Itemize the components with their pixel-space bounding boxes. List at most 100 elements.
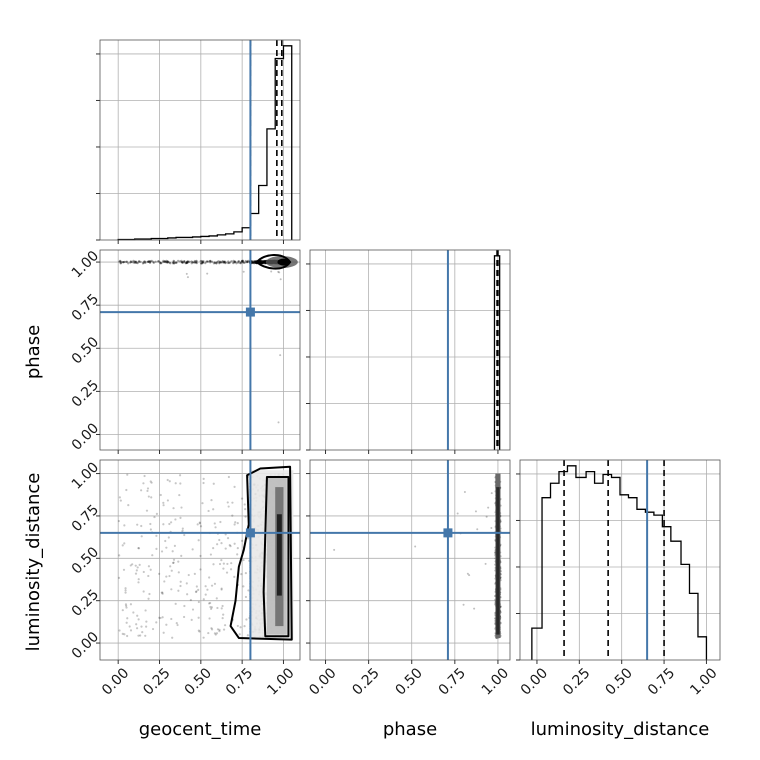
sample-point bbox=[260, 262, 263, 265]
sample-point bbox=[218, 260, 222, 263]
sample-point bbox=[125, 606, 128, 609]
sample-point bbox=[195, 259, 198, 262]
sample-point bbox=[244, 259, 247, 263]
x-tick-label: 0.75 bbox=[645, 665, 678, 698]
sample-point bbox=[233, 485, 236, 488]
sample-point bbox=[254, 260, 257, 263]
sample-point bbox=[215, 262, 218, 265]
sample-point bbox=[123, 260, 126, 263]
sample-point bbox=[199, 262, 203, 265]
sample-point bbox=[263, 259, 266, 263]
sample-point bbox=[190, 260, 193, 263]
sample-point bbox=[263, 262, 266, 265]
sample-point bbox=[222, 562, 225, 565]
sample-point bbox=[161, 616, 164, 619]
sample-point bbox=[242, 558, 245, 562]
sample-point bbox=[197, 539, 200, 542]
sample-point bbox=[223, 260, 226, 263]
sample-point bbox=[137, 547, 141, 550]
sample-point bbox=[210, 606, 214, 609]
sample-point bbox=[162, 259, 165, 262]
sample-point bbox=[182, 261, 186, 264]
sample-point bbox=[216, 628, 220, 631]
density-contour bbox=[229, 465, 293, 641]
sample-point bbox=[145, 509, 149, 512]
sample-point bbox=[181, 261, 184, 264]
sample-point bbox=[178, 493, 181, 497]
sample-point bbox=[127, 262, 130, 265]
sample-point bbox=[126, 634, 129, 638]
sample-point bbox=[210, 628, 214, 631]
sample-point bbox=[220, 542, 223, 545]
sample-point bbox=[262, 262, 265, 265]
sample-point bbox=[233, 542, 236, 545]
sample-point bbox=[262, 260, 266, 263]
sample-point bbox=[142, 261, 145, 264]
sample-point bbox=[260, 260, 263, 263]
sample-point bbox=[157, 260, 160, 263]
sample-point bbox=[228, 261, 232, 264]
sample-point bbox=[199, 568, 202, 571]
sample-point bbox=[149, 568, 152, 571]
sample-point bbox=[201, 260, 204, 264]
histogram-luminosity_distance bbox=[531, 465, 708, 660]
sample-point bbox=[142, 482, 145, 485]
sample-point bbox=[243, 503, 246, 506]
sample-point bbox=[199, 259, 202, 263]
panel-frame bbox=[309, 459, 511, 661]
sample-point bbox=[149, 260, 152, 263]
sample-point bbox=[162, 260, 165, 264]
sample-point bbox=[251, 261, 255, 264]
sample-point bbox=[259, 261, 262, 264]
sample-point bbox=[220, 607, 223, 610]
y-tick-label: 0.75 bbox=[69, 502, 102, 535]
density-contour bbox=[262, 475, 290, 638]
sample-point bbox=[159, 262, 162, 265]
sample-point bbox=[221, 617, 224, 620]
sample-point bbox=[242, 270, 245, 273]
sample-point bbox=[192, 261, 195, 264]
sample-point bbox=[179, 516, 182, 520]
sample-point bbox=[193, 259, 196, 263]
sample-point bbox=[160, 262, 163, 265]
sample-point bbox=[263, 261, 266, 264]
sample-point bbox=[146, 260, 150, 263]
sample-point bbox=[260, 261, 263, 264]
sample-point bbox=[178, 260, 182, 263]
sample-point bbox=[171, 550, 174, 553]
sample-point bbox=[174, 482, 177, 485]
sample-point bbox=[168, 480, 171, 483]
sample-point bbox=[490, 527, 493, 530]
sample-point bbox=[176, 623, 179, 627]
sample-point bbox=[233, 523, 236, 526]
sample-point bbox=[170, 617, 173, 621]
sample-point bbox=[183, 533, 186, 537]
sample-point bbox=[209, 601, 212, 605]
sample-point bbox=[229, 544, 232, 548]
sample-point bbox=[210, 499, 213, 502]
sample-point bbox=[199, 525, 203, 528]
x-tick-label: 0.50 bbox=[393, 665, 426, 698]
sample-point bbox=[213, 261, 216, 264]
sample-point bbox=[180, 506, 183, 509]
sample-point bbox=[171, 261, 175, 264]
joint-geocent-phase bbox=[118, 253, 298, 424]
sample-point bbox=[216, 606, 219, 610]
sample-point bbox=[123, 633, 126, 636]
sample-point bbox=[237, 260, 241, 263]
sample-point bbox=[209, 261, 212, 264]
sample-point bbox=[277, 421, 280, 424]
sample-point bbox=[140, 524, 143, 528]
sample-point bbox=[181, 527, 184, 530]
sample-point bbox=[207, 509, 210, 513]
sample-point bbox=[252, 260, 256, 263]
sample-point bbox=[124, 589, 127, 592]
sample-point bbox=[181, 261, 184, 264]
sample-point bbox=[242, 261, 245, 264]
sample-point bbox=[233, 261, 236, 264]
sample-point bbox=[216, 543, 219, 546]
sample-point bbox=[218, 261, 221, 264]
sample-point bbox=[243, 261, 246, 264]
sample-point bbox=[135, 569, 138, 572]
sample-point bbox=[262, 260, 265, 263]
